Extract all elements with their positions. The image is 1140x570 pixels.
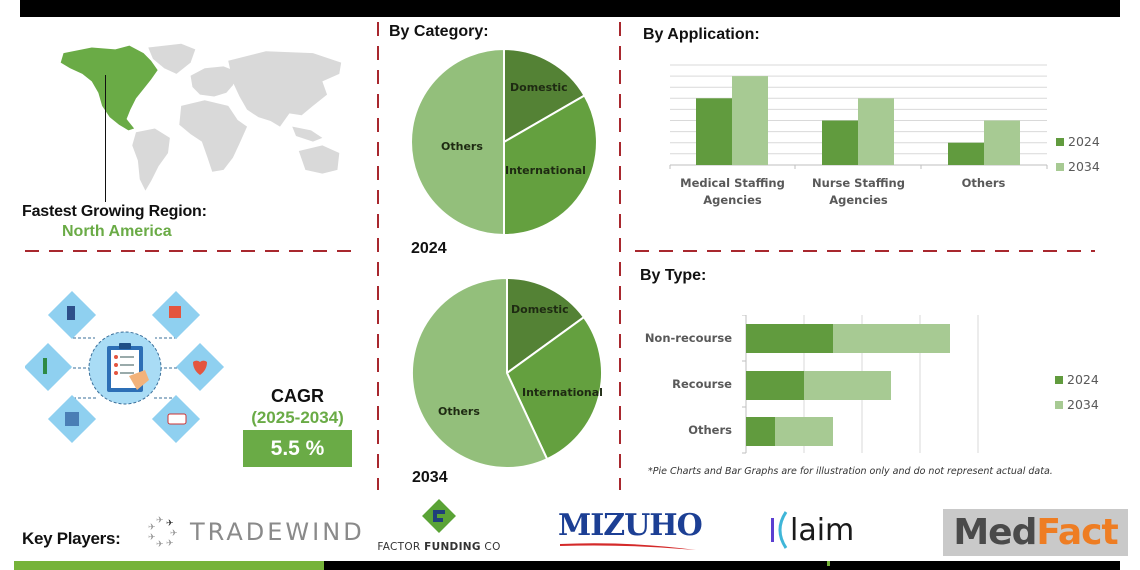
type-section-title: By Type:: [640, 267, 707, 284]
pie-2034-label-others: Others: [438, 405, 480, 418]
application-xlabel-medical: Medical Staffing Agencies: [680, 176, 785, 207]
type-bar-chart: [742, 315, 979, 454]
legend-swatch-2034: [1056, 162, 1064, 171]
horizontal-divider-right: [635, 250, 1095, 252]
application-legend-2034: 2034: [1056, 159, 1100, 174]
pie-chart-2034: [411, 277, 603, 469]
bottom-bar-marker: [827, 561, 830, 566]
application-legend-2024: 2024: [1056, 134, 1100, 149]
vertical-divider-right: [619, 22, 621, 490]
horizontal-divider-left: [25, 250, 355, 252]
cagr-title: CAGR: [271, 386, 324, 406]
application-xlabel-nurse: Nurse Staffing Agencies: [812, 176, 905, 207]
legend-swatch-2034: [1055, 400, 1063, 409]
healthcare-illustration-icon: [25, 290, 225, 444]
region-pointer-line: [105, 75, 106, 202]
factor-funding-mark-icon: [422, 499, 456, 533]
category-section-title: By Category:: [389, 23, 489, 40]
vertical-divider-left: [377, 22, 379, 490]
fastest-region-value: North America: [62, 223, 172, 240]
pie-2034-label-international: International: [522, 386, 603, 399]
type-ylabel-non-recourse: Non-recourse: [644, 331, 732, 345]
world-map-icon: [60, 43, 342, 191]
logo-factor-funding: FACTOR FUNDING CO: [372, 498, 506, 553]
mizuho-swoosh-icon: [560, 543, 696, 550]
pie-2024-year: 2024: [411, 240, 447, 257]
pie-2034-label-domestic: Domestic: [511, 303, 569, 316]
cagr-value-badge: 5.5 %: [243, 430, 352, 467]
legend-swatch-2024: [1055, 375, 1063, 384]
chart-disclaimer: *Pie Charts and Bar Graphs are for illus…: [648, 466, 1053, 477]
svg-text:✈: ✈: [166, 539, 174, 549]
key-players-label: Key Players:: [22, 529, 121, 548]
bottom-bar-green: [14, 561, 324, 570]
logo-klaim: laim: [768, 508, 854, 552]
application-xlabel-others: Others: [961, 176, 1006, 190]
bottom-bar-black: [324, 561, 1120, 570]
svg-text:✈: ✈: [166, 519, 174, 529]
type-legend-2034: 2034: [1055, 397, 1099, 412]
top-banner: [20, 0, 1120, 17]
svg-text:✈: ✈: [148, 523, 156, 533]
application-bar-chart: [669, 64, 1048, 169]
cagr-period: (2025-2034): [251, 408, 344, 427]
pie-2034-year: 2034: [412, 469, 448, 486]
pie-2024-label-domestic: Domestic: [510, 81, 568, 94]
pie-2024-label-others: Others: [441, 140, 483, 153]
logo-mizuho: MIZUHO: [558, 508, 703, 551]
legend-swatch-2024: [1056, 137, 1064, 146]
klaim-mark-icon: [771, 511, 788, 549]
type-legend-2024: 2024: [1055, 372, 1099, 387]
type-ylabel-recourse: Recourse: [672, 377, 732, 391]
logo-medfact: Med Fact: [943, 509, 1128, 556]
fastest-region-label: Fastest Growing Region:: [22, 203, 207, 220]
logo-tradewind: ✈ ✈ ✈ ✈ ✈ ✈ ✈ TRADEWIND: [148, 516, 365, 550]
airplanes-ring-icon: ✈ ✈ ✈ ✈ ✈ ✈ ✈: [148, 516, 178, 550]
svg-text:✈: ✈: [170, 529, 178, 539]
type-ylabel-others: Others: [688, 423, 732, 437]
svg-text:✈: ✈: [156, 516, 164, 526]
pie-chart-2024: [410, 47, 598, 237]
svg-text:✈: ✈: [148, 533, 156, 543]
svg-text:✈: ✈: [156, 540, 164, 550]
pie-2024-label-international: International: [505, 164, 586, 177]
application-section-title: By Application:: [643, 26, 760, 43]
